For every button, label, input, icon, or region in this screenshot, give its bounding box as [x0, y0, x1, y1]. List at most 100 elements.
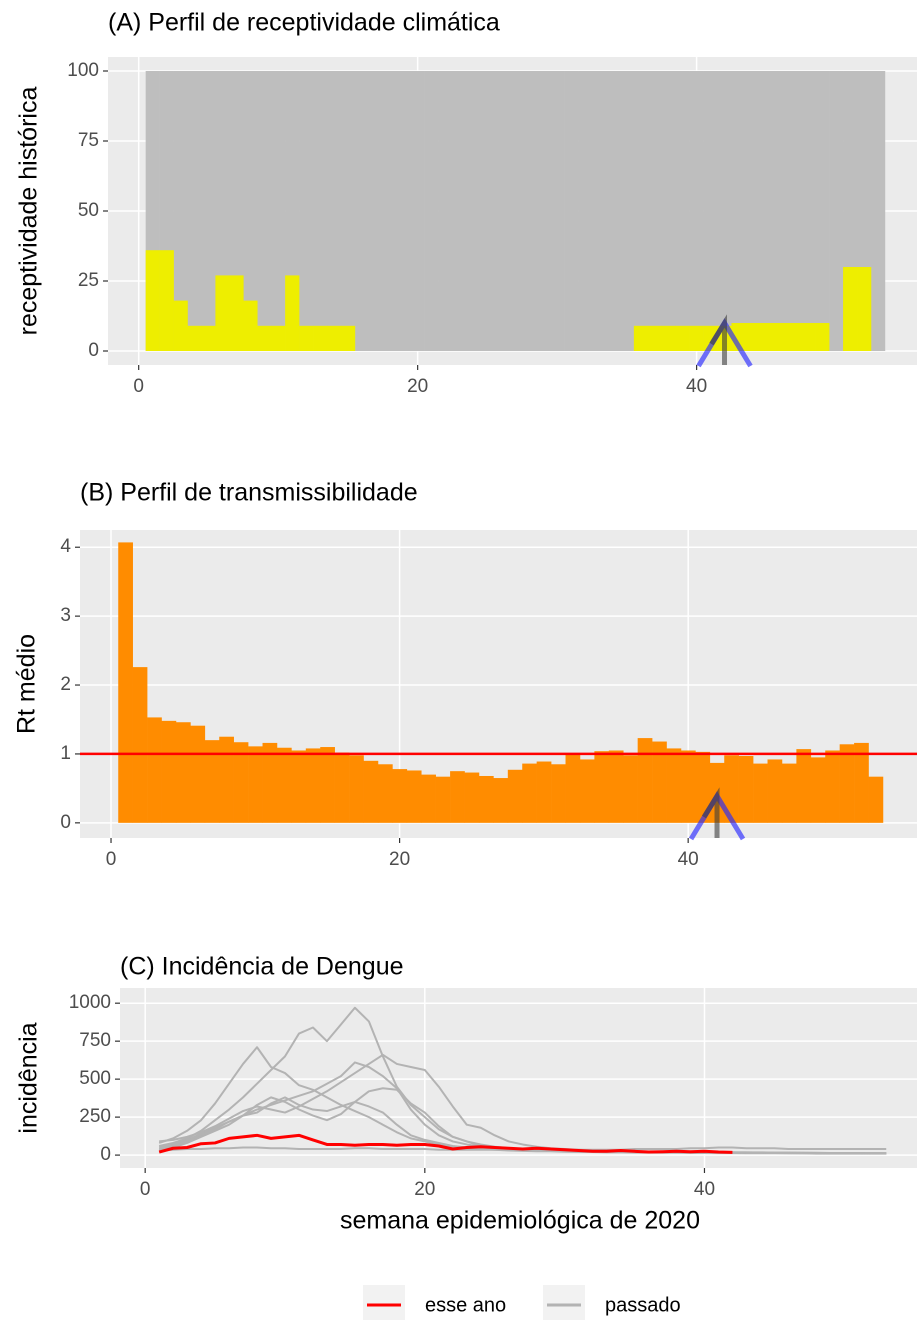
bar — [647, 71, 663, 351]
y-tick-label: 750 — [79, 1030, 111, 1051]
bar — [229, 275, 244, 351]
bar — [435, 776, 451, 823]
bar — [450, 771, 465, 823]
legend-key — [363, 1285, 405, 1320]
bar — [494, 71, 509, 351]
bar — [118, 542, 133, 823]
bar — [508, 71, 523, 351]
bar — [522, 71, 537, 351]
bar — [829, 71, 844, 351]
bar — [271, 325, 286, 351]
bar — [767, 759, 783, 823]
bar — [753, 763, 768, 823]
bar — [592, 71, 607, 351]
bar — [843, 267, 858, 351]
bar — [536, 71, 551, 351]
bar — [147, 717, 162, 823]
bar — [801, 71, 816, 351]
x-axis-title: semana epidemiológica de 2020 — [340, 1207, 700, 1235]
bar — [299, 325, 314, 351]
bar — [703, 71, 718, 351]
x-tick-label: 20 — [389, 849, 410, 870]
bar — [689, 71, 704, 351]
bar — [745, 323, 760, 351]
bar — [787, 323, 802, 351]
bar — [377, 764, 393, 823]
bar — [738, 756, 754, 823]
bar — [285, 275, 300, 351]
bar — [787, 71, 802, 351]
bar — [349, 755, 364, 823]
bar — [233, 742, 249, 823]
bar — [689, 325, 704, 351]
y-tick-label: 3 — [60, 605, 71, 626]
bar — [340, 325, 356, 351]
bar — [870, 71, 886, 351]
bar — [536, 761, 552, 823]
series-line — [158, 1133, 733, 1154]
bar — [868, 776, 884, 823]
bar — [796, 749, 812, 823]
bar — [647, 325, 663, 351]
y-tick-label: 1 — [60, 743, 71, 764]
bar — [839, 744, 855, 823]
bar — [605, 71, 621, 351]
legend-item: esse ano — [363, 1285, 506, 1320]
y-tick-label: 0 — [60, 812, 71, 833]
bar — [522, 763, 537, 823]
y-tick-label: 75 — [78, 130, 99, 151]
bar — [187, 325, 202, 351]
y-tick-label: 4 — [60, 536, 71, 557]
panel-title: (C) Incidência de Dengue — [120, 953, 404, 981]
y-tick-label: 0 — [88, 340, 99, 361]
bar — [262, 742, 278, 823]
bar — [724, 755, 739, 823]
legend-item: passado — [543, 1285, 681, 1320]
bar — [173, 300, 188, 351]
bar — [759, 71, 774, 351]
bar — [354, 71, 370, 351]
bar — [478, 775, 494, 823]
y-tick-label: 0 — [100, 1144, 111, 1165]
bar — [187, 71, 202, 351]
y-axis-title: incidência — [15, 1022, 43, 1133]
bar — [781, 763, 797, 823]
bar — [204, 740, 220, 823]
bar — [161, 720, 177, 823]
bar — [578, 71, 593, 351]
bar — [368, 71, 384, 351]
y-tick-label: 50 — [78, 200, 99, 221]
bar — [480, 71, 495, 351]
bar — [257, 71, 272, 351]
bar — [464, 772, 480, 823]
bar — [594, 751, 610, 823]
y-axis-title: receptividade histórica — [15, 87, 43, 336]
bar — [410, 71, 425, 351]
bar — [326, 325, 342, 351]
bar — [326, 71, 342, 351]
bar — [675, 325, 690, 351]
bar — [320, 747, 335, 823]
bar — [243, 300, 258, 351]
bar — [438, 71, 453, 351]
bar — [619, 71, 635, 351]
x-tick-label: 0 — [140, 1179, 151, 1200]
legend-key — [543, 1285, 585, 1320]
bar — [145, 250, 160, 351]
bar — [815, 323, 830, 351]
panel-title: (A) Perfil de receptividade climática — [108, 9, 500, 37]
y-tick-label: 2 — [60, 674, 71, 695]
bar — [579, 759, 595, 823]
x-tick-label: 0 — [106, 849, 117, 870]
bar — [392, 769, 408, 823]
bar — [565, 754, 581, 823]
y-axis-title: Rt médio — [13, 634, 41, 734]
bar — [854, 742, 869, 823]
bar — [815, 71, 830, 351]
bar — [291, 750, 307, 823]
bar — [313, 325, 328, 351]
week-marker — [701, 787, 720, 838]
bar — [550, 71, 565, 351]
legend-label: esse ano — [425, 1294, 506, 1316]
panel-title: (B) Perfil de transmissibilidade — [80, 479, 418, 507]
